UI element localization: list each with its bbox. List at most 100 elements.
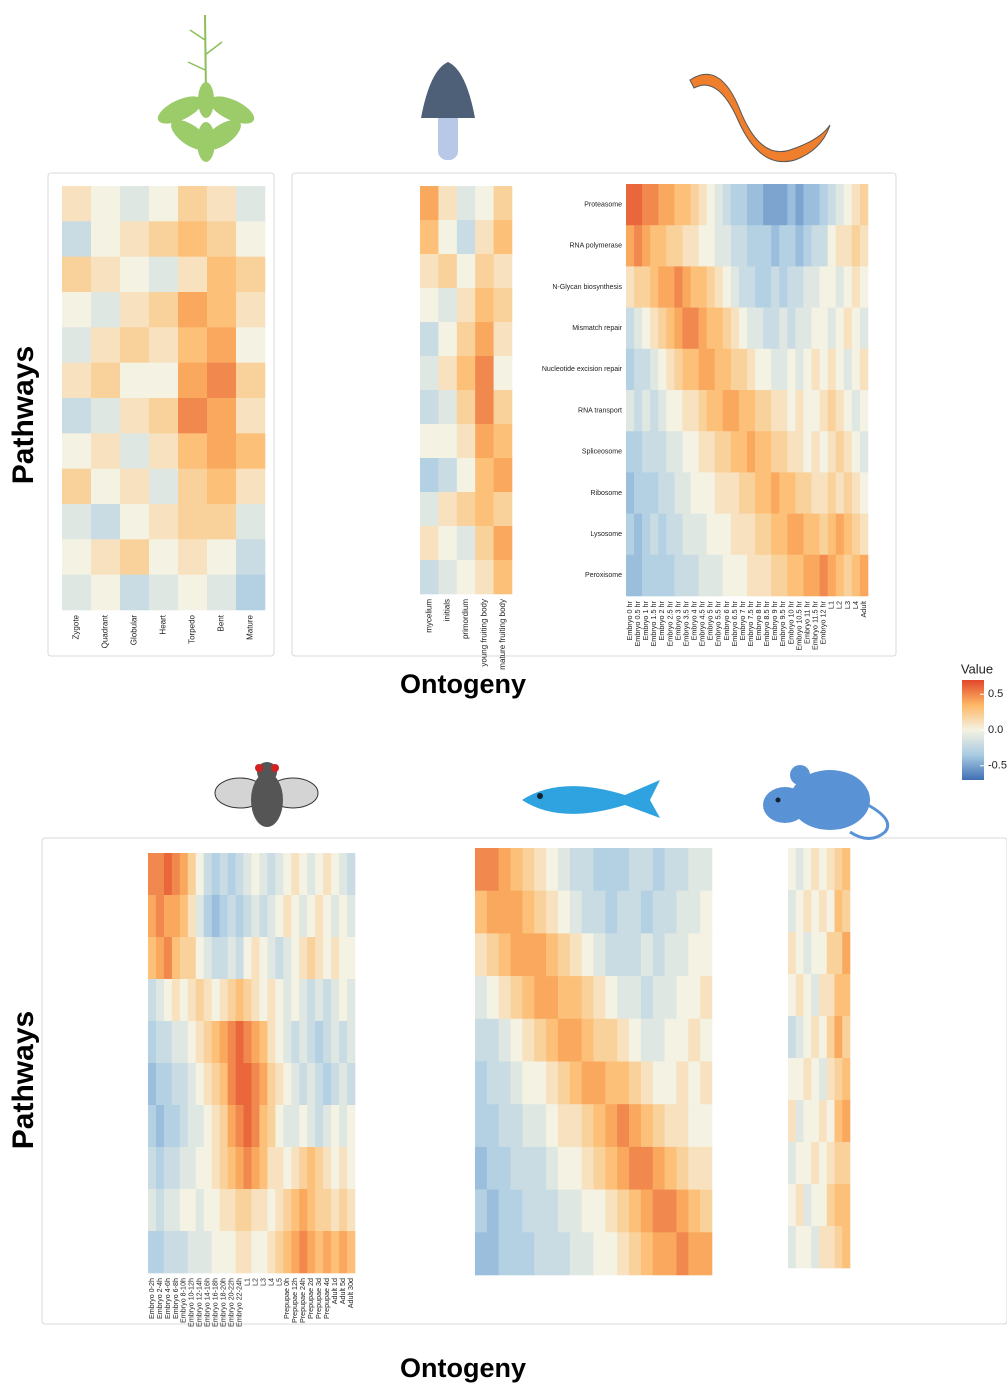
heatmap-cell (291, 1063, 299, 1105)
heatmap-cell (674, 472, 682, 514)
heatmap-cell (796, 1058, 804, 1100)
heatmap-cell (164, 853, 172, 895)
heatmap-cell (605, 976, 617, 1019)
heatmap-cell (283, 979, 291, 1021)
heatmap-cell (180, 1021, 188, 1063)
heatmap-cell (275, 853, 283, 895)
heatmap-cell (207, 221, 236, 257)
heatmap-cell (220, 1231, 228, 1273)
heatmap-cell (836, 225, 844, 267)
column-label: Embryo 14-16h (204, 1278, 212, 1327)
heatmap-cell (707, 266, 715, 308)
heatmap-cell (457, 220, 476, 254)
heatmap-cell (819, 1058, 827, 1100)
heatmap-cell (594, 1190, 606, 1233)
heatmap-cell (120, 433, 149, 469)
heatmap-cell (299, 1063, 307, 1105)
heatmap-cell (715, 514, 723, 556)
heatmap-cell (842, 1100, 850, 1142)
fish-icon (522, 780, 660, 818)
heatmap-cell (828, 308, 836, 350)
mushroom-icon (421, 62, 475, 160)
heatmap-cell (699, 308, 707, 350)
heatmap-cell (438, 322, 457, 356)
heatmap-cell (723, 390, 731, 432)
heatmap-cell (641, 1104, 653, 1147)
heatmap-cell (283, 895, 291, 937)
heatmap-cell (236, 257, 265, 293)
heatmap-cell (682, 514, 690, 556)
heatmap-cell (457, 288, 476, 322)
heatmap-cell (658, 184, 666, 226)
heatmap-cell (570, 1232, 582, 1275)
heatmap-cell (688, 976, 700, 1019)
heatmap-cell (315, 1189, 323, 1231)
heatmap-cell (676, 848, 688, 891)
heatmap-cell (641, 1232, 653, 1275)
heatmap-cell (811, 848, 819, 890)
heatmap-cell (236, 398, 265, 434)
heatmap-cell (707, 349, 715, 391)
heatmap-cell (723, 555, 731, 597)
heatmap-cell (803, 266, 811, 308)
heatmap-cell (148, 1231, 156, 1273)
heatmap-cell (796, 1016, 804, 1058)
heatmap-cell (228, 895, 236, 937)
heatmap-cell (650, 349, 658, 391)
heatmap-cell (438, 526, 457, 560)
column-label: mature fruiting body (498, 599, 507, 670)
heatmap-cell (641, 933, 653, 976)
heatmap-cell (827, 1058, 835, 1100)
heatmap-cell (120, 292, 149, 328)
heatmap-cell (244, 979, 252, 1021)
heatmap-cell (204, 1063, 212, 1105)
heatmap-cell (220, 937, 228, 979)
heatmap-cell (259, 895, 267, 937)
heatmap-cell (267, 853, 275, 895)
heatmap-cell (700, 976, 712, 1019)
heatmap-cell (676, 933, 688, 976)
heatmap-cell (779, 349, 787, 391)
heatmap-cell (650, 308, 658, 350)
heatmap-cell (283, 937, 291, 979)
heatmap-cell (62, 292, 91, 328)
heatmap-cell (634, 390, 642, 432)
heatmap-cell (252, 1021, 260, 1063)
heatmap-cell (475, 1232, 487, 1275)
heatmap-cell (236, 979, 244, 1021)
heatmap-cell (457, 458, 476, 492)
heatmap-cell (172, 1063, 180, 1105)
heatmap-cell (438, 390, 457, 424)
heatmap-cell (207, 327, 236, 363)
heatmap-cell (842, 1058, 850, 1100)
heatmap-cell (457, 356, 476, 390)
heatmap-cell (653, 848, 665, 891)
heatmap-cell (658, 349, 666, 391)
heatmap-cell (666, 390, 674, 432)
heatmap-cell (236, 469, 265, 505)
heatmap-cell (642, 308, 650, 350)
heatmap-cell (747, 308, 755, 350)
heatmap-cell (259, 1147, 267, 1189)
column-label: Quadrant (101, 614, 110, 648)
heatmap-cell (594, 933, 606, 976)
heatmap-cell (178, 221, 207, 257)
heatmap-cell (699, 555, 707, 597)
heatmap-cell (494, 390, 513, 424)
heatmap-cell (803, 184, 811, 226)
heatmap-cell (259, 1189, 267, 1231)
heatmap-cell (715, 472, 723, 514)
heatmap-cell (499, 1232, 511, 1275)
heatmap-cell (629, 1190, 641, 1233)
heatmap-cell (629, 1147, 641, 1190)
heatmap-cell (803, 225, 811, 267)
heatmap-cell (819, 1016, 827, 1058)
heatmap-cell (252, 853, 260, 895)
heatmap-cell (178, 186, 207, 222)
heatmap-cell (180, 1063, 188, 1105)
heatmap-cell (723, 349, 731, 391)
heatmap-cell (666, 555, 674, 597)
heatmap-cell (252, 1231, 260, 1273)
heatmap-cell (795, 266, 803, 308)
heatmap-cell (212, 1105, 220, 1147)
